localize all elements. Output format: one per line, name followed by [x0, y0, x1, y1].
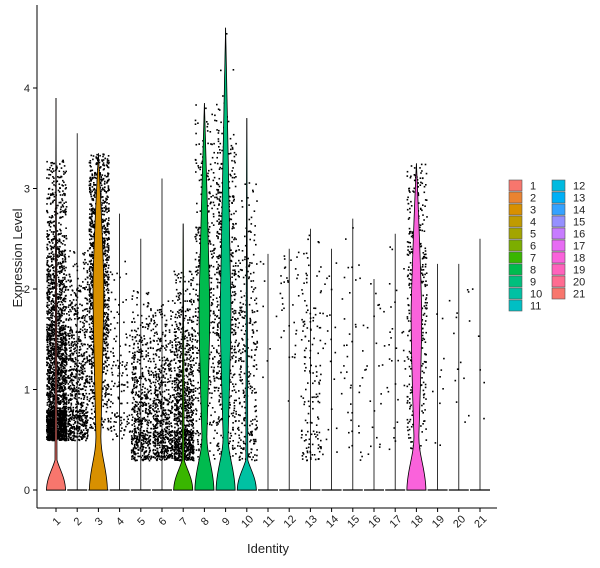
points-cluster-11	[259, 260, 278, 379]
x-tick-label-12: 12	[282, 513, 299, 530]
legend-label-19: 19	[573, 265, 585, 277]
x-tick-label-3: 3	[93, 515, 106, 528]
x-tick-label-5: 5	[135, 515, 148, 528]
legend-key-9	[508, 275, 523, 288]
legend-key-19	[551, 263, 566, 276]
violins-layer	[46, 27, 490, 491]
points-cluster-12	[279, 251, 300, 402]
points-cluster-20	[448, 289, 471, 423]
legend-key-3	[508, 203, 523, 216]
legend-label-9: 9	[530, 277, 536, 289]
points-cluster-13	[300, 234, 322, 462]
legend-label-3: 3	[530, 205, 536, 217]
points-cluster-4	[109, 260, 132, 441]
x-tick-label-13: 13	[303, 513, 320, 530]
legend-label-18: 18	[573, 253, 585, 265]
legend-label-16: 16	[573, 229, 585, 241]
legend-label-1: 1	[530, 181, 536, 193]
x-tick-label-18: 18	[409, 513, 426, 530]
violin-18	[406, 163, 427, 491]
y-tick-label-0: 0	[24, 485, 30, 497]
legend-key-14	[551, 203, 566, 216]
legend-label-10: 10	[530, 289, 542, 301]
legend-label-2: 2	[530, 193, 536, 205]
x-tick-label-1: 1	[50, 515, 63, 528]
y-tick-label-3: 3	[24, 184, 30, 196]
legend-label-4: 4	[530, 217, 536, 229]
points-cluster-14	[322, 262, 344, 456]
x-tick-label-17: 17	[388, 513, 405, 530]
legend-key-17	[551, 239, 566, 252]
x-tick-label-10: 10	[239, 513, 256, 530]
x-axis-title: Identity	[247, 541, 289, 556]
legend-key-13	[551, 191, 566, 204]
legend-key-10	[508, 287, 523, 300]
legend-label-21: 21	[573, 289, 585, 301]
legend-label-7: 7	[530, 253, 536, 265]
legend-key-16	[551, 227, 566, 240]
legend-key-4	[508, 215, 523, 228]
legend-key-6	[508, 239, 523, 252]
x-tick-label-4: 4	[114, 515, 127, 528]
violin-1	[46, 98, 66, 491]
legend-label-13: 13	[573, 193, 585, 205]
violin-9	[215, 27, 236, 491]
legend-key-18	[551, 251, 566, 264]
x-tick-label-9: 9	[220, 515, 233, 528]
x-tick-label-15: 15	[345, 513, 362, 530]
legend-key-5	[508, 227, 523, 240]
legend-label-11: 11	[530, 301, 541, 313]
legend-key-11	[508, 299, 523, 312]
x-tick-label-2: 2	[72, 515, 85, 528]
x-tick-label-21: 21	[472, 513, 489, 530]
points-cluster-19	[432, 313, 445, 446]
violin-10	[236, 118, 257, 491]
violin-3	[88, 153, 108, 491]
x-tick-label-11: 11	[261, 514, 278, 531]
points-cluster-10	[237, 182, 259, 462]
points-cluster-5	[130, 290, 153, 462]
x-tick-label-20: 20	[451, 513, 468, 530]
y-axis-title: Expression Level	[10, 208, 25, 307]
legend-label-15: 15	[573, 217, 585, 229]
violin-7	[173, 223, 194, 491]
legend-label-8: 8	[530, 265, 536, 277]
y-tick-label-2: 2	[24, 284, 30, 296]
points-cluster-21	[471, 288, 485, 420]
legend-label-17: 17	[573, 241, 585, 253]
legend-key-2	[508, 191, 523, 204]
legend-label-5: 5	[530, 229, 536, 241]
violin-8	[194, 103, 215, 491]
points-cluster-2	[67, 249, 89, 442]
legend-key-12	[551, 179, 566, 192]
x-tick-label-7: 7	[178, 515, 191, 528]
x-tick-label-8: 8	[199, 515, 212, 528]
points-cluster-16	[364, 283, 386, 455]
legend-key-1	[508, 179, 523, 192]
legend-label-20: 20	[573, 277, 585, 289]
points-cluster-15	[343, 227, 365, 461]
legend-key-7	[508, 251, 523, 264]
legend-label-6: 6	[530, 241, 536, 253]
x-tick-label-6: 6	[156, 515, 169, 528]
y-tick-label-1: 1	[24, 385, 30, 397]
legend-label-14: 14	[573, 205, 585, 217]
y-tick-label-4: 4	[24, 83, 30, 95]
legend-key-20	[551, 275, 566, 288]
legend-key-15	[551, 215, 566, 228]
legend-key-8	[508, 263, 523, 276]
x-tick-label-14: 14	[324, 513, 341, 530]
legend-label-12: 12	[573, 181, 585, 193]
points-layer	[46, 33, 485, 462]
legend-key-21	[551, 287, 566, 300]
points-cluster-17	[386, 246, 407, 451]
x-tick-label-19: 19	[430, 513, 447, 530]
x-tick-label-16: 16	[366, 513, 383, 530]
points-cluster-6	[152, 300, 174, 462]
